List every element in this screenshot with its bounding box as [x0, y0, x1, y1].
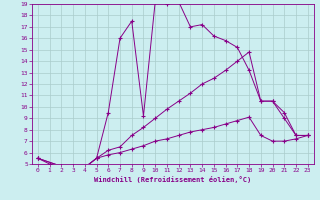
X-axis label: Windchill (Refroidissement éolien,°C): Windchill (Refroidissement éolien,°C) — [94, 176, 252, 183]
